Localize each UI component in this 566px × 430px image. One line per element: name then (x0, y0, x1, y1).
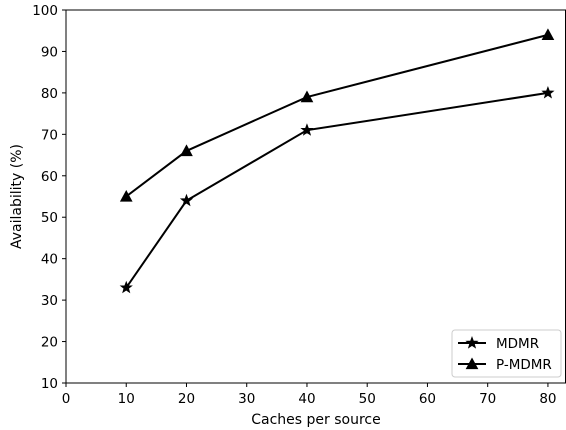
legend-item-mdmr: MDMR (458, 336, 539, 352)
legend-label: MDMR (496, 336, 539, 352)
legend-item-p-mdmr: P-MDMR (458, 357, 552, 373)
data-point-mdmr (541, 85, 555, 99)
x-tick-label: 50 (359, 391, 376, 407)
series-line-mdmr (125, 91, 549, 289)
data-point-mdmr (119, 280, 133, 294)
series-p-mdmr (119, 28, 555, 202)
x-tick-label: 10 (118, 391, 135, 407)
data-point-p-mdmr (180, 144, 193, 157)
y-tick-label: 50 (41, 210, 58, 226)
series-mdmr (119, 85, 555, 294)
x-tick-label: 80 (539, 391, 556, 407)
y-axis-title: Availability (%) (9, 144, 25, 249)
plot-frame (65, 9, 566, 384)
y-tick-label: 10 (41, 376, 58, 392)
x-tick-label: 70 (479, 391, 496, 407)
data-point-p-mdmr (300, 90, 314, 103)
y-tick-label: 90 (41, 44, 58, 60)
y-tick-label: 70 (41, 127, 58, 143)
y-tick-label: 30 (41, 293, 58, 309)
x-tick-label: 40 (298, 391, 315, 407)
y-axis: 10 20 30 40 50 60 70 80 90 100 (32, 3, 66, 392)
y-tick-label: 60 (41, 169, 58, 185)
y-tick-label: 80 (41, 86, 58, 102)
y-tick-label: 40 (41, 252, 58, 268)
x-tick-label: 30 (238, 391, 255, 407)
x-tick-label: 60 (419, 391, 436, 407)
legend-label: P-MDMR (496, 357, 552, 373)
y-tick-label: 100 (32, 3, 58, 19)
legend: MDMR P-MDMR (451, 329, 562, 378)
legend-entries: MDMR P-MDMR (458, 336, 552, 373)
legend-marker-triangle (465, 357, 479, 370)
x-axis-title: Caches per source (251, 412, 380, 428)
legend-box (451, 329, 562, 378)
series-layer (119, 28, 555, 294)
series-line-p-mdmr (125, 33, 549, 198)
y-tick-label: 20 (41, 335, 58, 351)
legend-marker-star (465, 336, 479, 349)
data-point-p-mdmr (119, 189, 133, 202)
x-axis: 0 10 20 30 40 50 60 70 80 (62, 383, 557, 407)
data-point-mdmr (300, 123, 314, 136)
data-point-mdmr (179, 193, 194, 207)
x-tick-label: 0 (62, 391, 71, 407)
x-tick-label: 20 (178, 391, 195, 407)
data-point-p-mdmr (541, 28, 555, 41)
